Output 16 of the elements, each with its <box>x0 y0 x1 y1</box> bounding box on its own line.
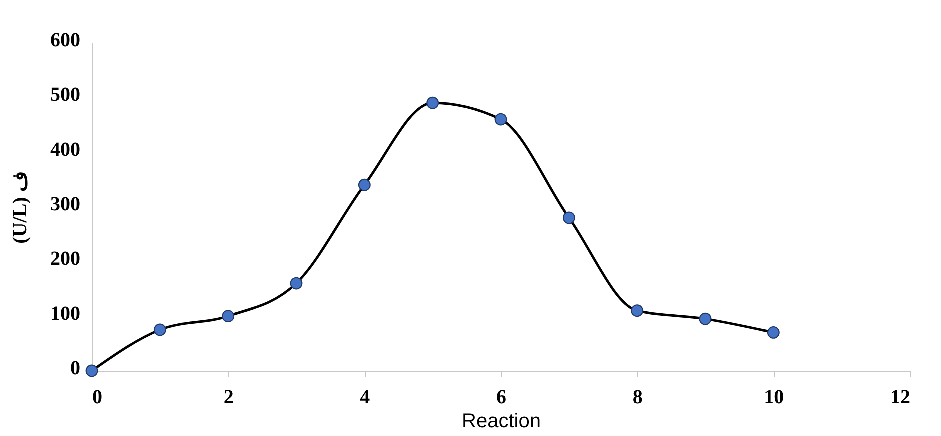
y-tick-label: 100 <box>50 302 80 325</box>
y-tick-label: 600 <box>50 30 80 52</box>
y-tick-label: 0 <box>70 358 80 380</box>
x-tick-label: 12 <box>890 386 910 408</box>
x-tick-label: 2 <box>224 386 234 408</box>
y-tick-label: 200 <box>50 248 80 270</box>
y-axis-title: (U/L) ف <box>10 171 32 244</box>
x-tick-label: 6 <box>496 386 506 408</box>
x-tick-label: 4 <box>360 386 370 408</box>
y-tick-label: 300 <box>50 194 80 216</box>
x-tick-label: 0 <box>92 386 102 408</box>
x-axis-title: Reaction <box>462 410 541 432</box>
x-tick-label: 10 <box>764 386 784 408</box>
y-tick-label: 500 <box>50 84 80 106</box>
x-tick-label: 8 <box>632 386 643 408</box>
y-tick-label: 400 <box>50 138 80 161</box>
